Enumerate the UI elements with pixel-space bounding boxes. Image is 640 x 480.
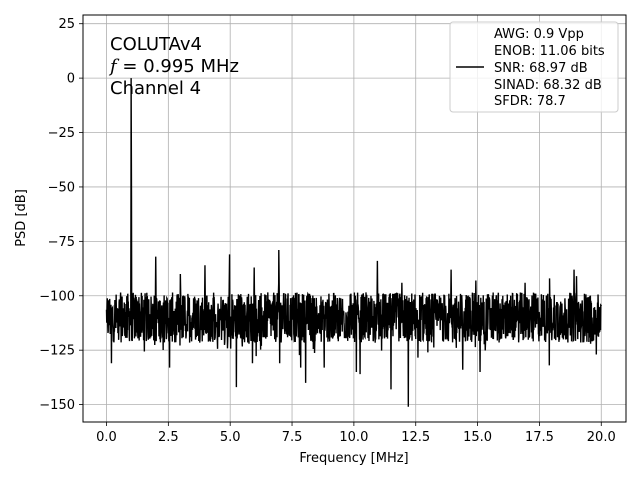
y-tick-label: −125 — [39, 344, 75, 359]
x-tick-label: 12.5 — [401, 430, 430, 445]
x-tick-label: 0.0 — [96, 430, 117, 445]
x-tick-label: 20.0 — [587, 430, 616, 445]
x-axis-label: Frequency [MHz] — [299, 451, 408, 466]
y-tick-label: −25 — [48, 126, 75, 141]
annotation-channel: Channel 4 — [110, 78, 201, 99]
x-tick-label: 7.5 — [282, 430, 303, 445]
legend: AWG: 0.9 Vpp ENOB: 11.06 bits SNR: 68.97… — [449, 21, 619, 113]
y-tick-label: −100 — [39, 289, 75, 304]
y-tick-label: −50 — [48, 180, 75, 195]
x-tick-label: 15.0 — [463, 430, 492, 445]
axes-frame — [82, 14, 627, 423]
annotation-device: COLUTAv4 — [110, 34, 202, 55]
legend-box — [449, 21, 619, 113]
psd-series-line — [105, 78, 602, 407]
x-tick-label: 5.0 — [220, 430, 241, 445]
x-tick-label: 17.5 — [525, 430, 554, 445]
legend-entry-awg: AWG: 0.9 Vpp — [494, 27, 584, 42]
x-tick-label: 2.5 — [158, 430, 179, 445]
x-tick-label: 10.0 — [339, 430, 368, 445]
plot-area — [105, 78, 602, 407]
legend-entry-snr: SNR: 68.97 dB — [494, 61, 588, 76]
axis-ticks: 0.0 2.5 5.0 7.5 10.0 12.5 15.0 17.5 20.0 25 0 −25 −5… — [39, 17, 615, 445]
annotation-frequency: f = 0.995 MHz — [108, 56, 239, 77]
y-tick-label: 25 — [58, 17, 75, 32]
y-tick-label: −150 — [39, 398, 75, 413]
legend-entry-sinad: SINAD: 68.32 dB — [494, 78, 602, 93]
legend-entry-sfdr: SFDR: 78.7 — [494, 94, 566, 109]
y-tick-label: 0 — [67, 72, 75, 87]
legend-entry-enob: ENOB: 11.06 bits — [494, 44, 605, 59]
y-tick-label: −75 — [48, 235, 75, 250]
y-axis-label: PSD [dB] — [14, 189, 29, 247]
